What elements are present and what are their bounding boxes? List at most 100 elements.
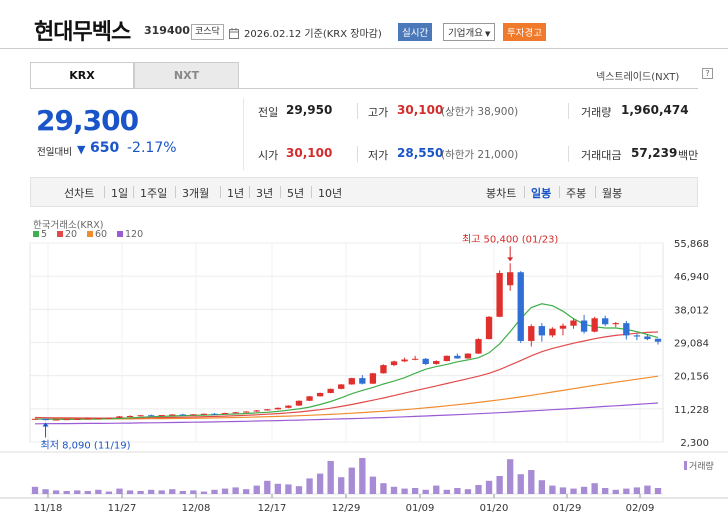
volume-bar [338,477,345,494]
investment-warning-badge[interactable]: 투자경고 [503,23,546,41]
period-1d[interactable]: 1일 [111,187,129,200]
volume-bar [147,489,155,494]
candle-body [591,318,598,332]
y-tick-label: 55,868 [674,239,709,250]
company-overview-dropdown[interactable]: 기업개요 ▼ [443,23,496,41]
volume-value: 1,960,474 [621,103,689,117]
tab-nxt[interactable]: NXT [134,62,239,89]
legend-swatch [87,231,93,237]
legend-label: 20 [65,229,77,240]
change-label: 전일대비 [37,147,72,158]
upper-limit: (상한가 38,900) [441,106,519,118]
volume-bar [549,485,556,494]
tab-underline [30,88,698,89]
volume-bar [95,489,102,494]
candle-body [369,373,377,384]
volume-bar [559,487,567,494]
x-tick-label: 12/17 [258,503,287,514]
volume-bar [74,490,81,494]
period-3m[interactable]: 3개월 [182,187,210,200]
stat-separator [568,146,569,162]
period-divider [104,186,105,198]
volume-bar [295,486,303,494]
x-tick-label: 11/27 [108,503,137,514]
realtime-button[interactable]: 실시간 [398,23,433,41]
period-divider [133,186,134,198]
period-10y[interactable]: 10년 [318,187,343,200]
high-label: 고가 [368,106,389,119]
prev-close-label: 전일 [258,106,279,119]
help-icon[interactable]: ? [702,68,713,79]
chart-source-label: 한국거래소(KRX) [33,220,103,231]
candle-body [295,400,303,406]
candle-body [338,384,345,389]
period-5y[interactable]: 5년 [287,187,305,200]
ma5-line [34,303,659,421]
period-daily[interactable]: 일봉 [531,187,552,200]
x-tick-label: 12/29 [332,503,361,514]
volume-bar [190,490,197,494]
stock-code: 319400 [144,24,190,37]
high-annotation: 최고 50,400 (01/23) [462,233,558,245]
volume-bar [496,476,503,494]
chart-legend: 5 20 60 120 [33,229,143,240]
legend-swatch [117,231,123,237]
candle-body [52,419,60,421]
candle-body [147,415,155,417]
volume-bar [52,490,60,494]
period-1w[interactable]: 1주일 [140,187,168,200]
volume-bar [31,486,39,494]
nxt-link[interactable]: 넥스트레이드(NXT) [596,72,680,83]
candle-body [359,378,366,384]
candle-body [200,413,208,415]
stock-name: 현대무벡스 [34,20,131,45]
candle-body [221,413,229,415]
candle-body [95,418,102,420]
volume-bar [485,480,493,494]
volume-bar [507,459,514,494]
volume-bar [602,488,609,494]
candle-body [401,359,408,362]
open-value: 30,100 [286,146,333,160]
price-chart[interactable]: 한국거래소(KRX) 5 20 60 120 55,868 46,940 38,012 29… [0,210,728,529]
period-monthly[interactable]: 월봉 [602,187,623,200]
volume-bar [454,488,461,494]
volume-bar [221,488,229,494]
date-axis: 11/18 11/27 12/08 12/17 12/29 01/09 01/20 01/29… [0,494,728,514]
volume-bar [126,490,134,494]
candle-body [126,415,134,417]
volume-bar [422,489,429,494]
line-chart-label: 선차트 [64,187,95,200]
volume-bar [538,480,546,494]
tab-krx[interactable]: KRX [30,62,134,89]
volume-bar [390,486,398,494]
volume-bar [369,476,377,494]
as-of-date: 2026.02.12 기준(KRX 장마감) [244,29,382,40]
volume-bar [433,485,440,494]
candles [31,263,662,421]
candle-body [380,365,387,374]
company-overview-label: 기업개요 [448,28,483,39]
trade-amount-unit: 백만 [678,149,699,162]
candle-body [633,335,641,337]
candle-body [464,353,472,359]
volume-bar [644,485,651,494]
period-divider [595,186,596,198]
period-1y[interactable]: 1년 [227,187,245,200]
candle-body [105,417,113,419]
trade-amount-value: 57,239 [631,146,678,160]
period-weekly[interactable]: 주봉 [566,187,587,200]
candle-body [348,378,355,385]
lower-limit: (하한가 21,000) [441,149,519,161]
period-divider [175,186,176,198]
candle-body [274,407,282,410]
candle-body [549,328,556,336]
chart-gridlines [29,242,664,443]
ma120-line [34,402,659,425]
candle-body [507,272,514,286]
y-tick-label: 29,084 [674,339,709,350]
volume-bar [443,489,450,494]
volume-bar [348,467,355,494]
period-3y[interactable]: 3년 [256,187,274,200]
candle-body [496,272,503,317]
